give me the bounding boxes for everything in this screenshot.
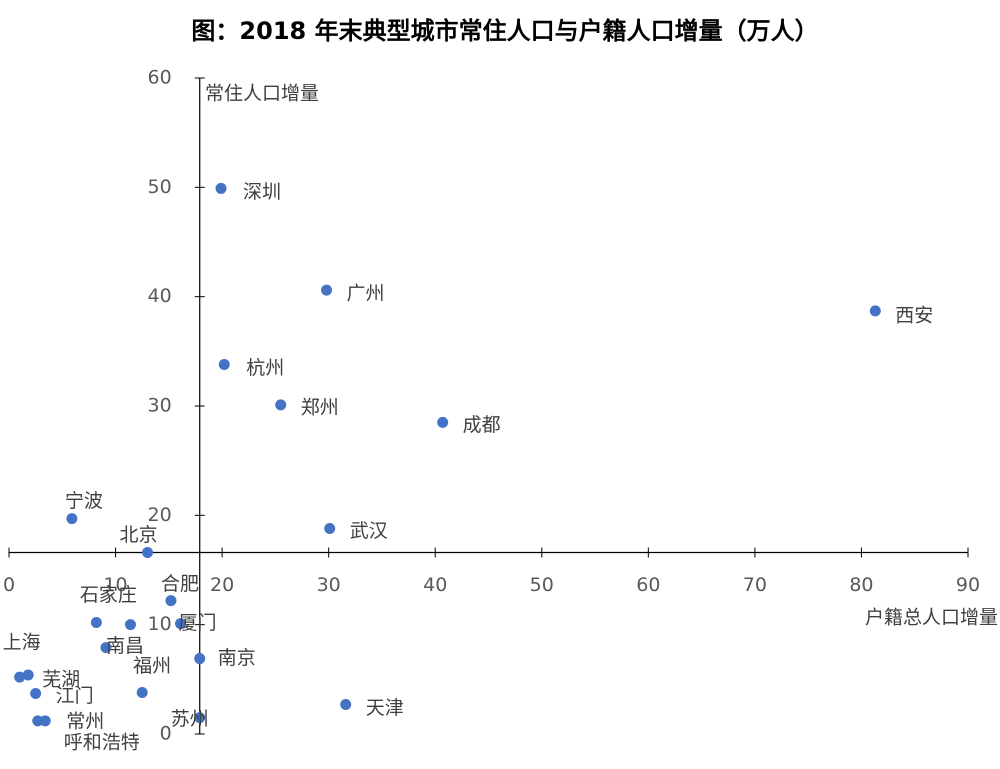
point-label: 广州 (347, 283, 385, 305)
point-label: 南京 (218, 647, 256, 669)
point (275, 399, 287, 411)
x-tick-label: 50 (530, 574, 554, 596)
point (124, 619, 136, 631)
point-label: 深圳 (243, 181, 281, 203)
point-label: 芜湖 (42, 668, 80, 690)
x-tick-label: 20 (210, 574, 234, 596)
point-label: 武汉 (350, 520, 388, 542)
point-label: 江门 (56, 685, 94, 707)
y-tick-label: 50 (148, 176, 172, 198)
point (100, 642, 112, 654)
point-label: 厦门 (179, 612, 217, 634)
y-axis-label: 常住人口增量 (205, 83, 319, 105)
point (136, 686, 148, 698)
point-label: 杭州 (246, 357, 284, 379)
point-label: 石家庄 (80, 584, 137, 606)
x-tick-label: 40 (423, 574, 447, 596)
point (14, 671, 26, 683)
point (321, 284, 333, 296)
point-label: 郑州 (301, 396, 339, 418)
x-tick-label: 0 (3, 574, 15, 596)
point (142, 547, 154, 559)
point-label: 福州 (133, 655, 171, 677)
point (22, 669, 34, 681)
chart-title: 图：2018 年末典型城市常住人口与户籍人口增量（万人） (191, 17, 818, 45)
point (90, 616, 102, 628)
point (194, 712, 206, 724)
point-label: 南昌 (106, 635, 144, 657)
point (215, 182, 227, 194)
point (437, 416, 449, 428)
y-tick-label: 10 (148, 613, 172, 635)
y-tick-label: 30 (148, 395, 172, 417)
point (32, 715, 44, 727)
point-label: 天津 (366, 697, 404, 719)
point-label: 西安 (895, 304, 933, 326)
point-label: 合肥 (161, 573, 199, 595)
point-label: 苏州 (171, 708, 209, 730)
y-tick-label: 20 (148, 504, 172, 526)
x-tick-label: 30 (317, 574, 341, 596)
x-tick-label: 60 (636, 574, 660, 596)
x-tick-label: 80 (849, 574, 873, 596)
point-label: 呼和浩特 (64, 731, 140, 753)
point (194, 653, 206, 665)
y-tick-label: 40 (148, 285, 172, 307)
point-label: 上海 (3, 632, 41, 654)
point (869, 305, 881, 317)
point-label: 常州 (66, 710, 104, 732)
point-label: 北京 (120, 524, 158, 546)
point (340, 698, 352, 710)
x-axis-label: 户籍总人口增量 (865, 607, 998, 629)
point (165, 595, 177, 607)
point (324, 522, 336, 534)
point (66, 513, 78, 525)
y-tick-label: 60 (148, 67, 172, 89)
y-tick-label: 0 (160, 723, 172, 745)
point-label: 宁波 (65, 490, 103, 512)
x-tick-label: 10 (103, 574, 127, 596)
point (218, 358, 230, 370)
point-label: 成都 (463, 414, 501, 436)
point (30, 688, 42, 700)
point (175, 618, 187, 630)
x-tick-label: 70 (743, 574, 767, 596)
x-tick-label: 90 (956, 574, 980, 596)
